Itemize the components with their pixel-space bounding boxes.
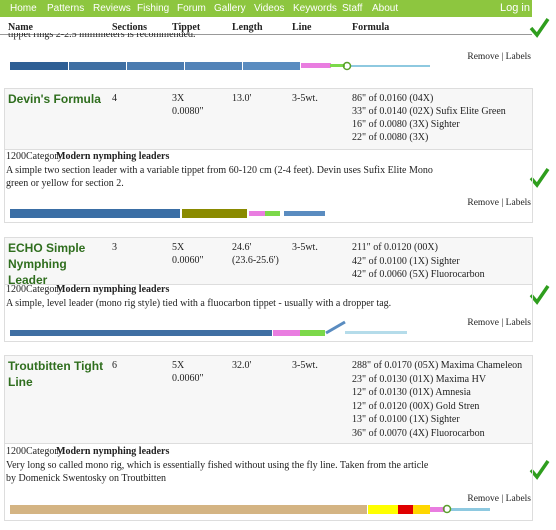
length: 24.6': [232, 242, 252, 253]
tippet: 5X: [172, 242, 185, 253]
leader-segment: [185, 62, 242, 70]
check-icon: [529, 18, 550, 38]
column-header: Tippet: [172, 22, 201, 33]
nav-link[interactable]: Home: [10, 3, 37, 14]
formula-line: 288" of 0.0170 (05X) Maxima Chameleon: [352, 360, 523, 371]
column-header: Sections: [112, 22, 147, 33]
category: Modern nymphing leaders: [56, 151, 170, 162]
description: A simple, level leader (mono rig style) …: [6, 298, 392, 309]
line-weight: 3-5wt.: [292, 360, 318, 371]
leader-segment: [127, 62, 184, 70]
check-icon: [529, 460, 550, 480]
check-icon: [529, 168, 550, 188]
column-header: Formula: [352, 22, 390, 33]
formula-line: 211" of 0.0120 (00X): [352, 242, 438, 253]
description: by Domenick Swentosky on Troutbitten: [6, 473, 167, 484]
tippet: 0.0060": [172, 255, 204, 266]
leader-name[interactable]: ECHO Simple Nymphing Leader: [8, 241, 86, 287]
nav-link[interactable]: Staff: [342, 3, 363, 14]
entry-detail: [4, 443, 533, 521]
partial-text: tippet rings 2-2.5 millimeters is recomm…: [8, 33, 196, 40]
actions[interactable]: Remove | Labels: [467, 52, 531, 62]
formula-line: 12" of 0.0130 (01X) Amnesia: [352, 387, 471, 398]
description: A simple two section leader with a varia…: [6, 165, 433, 176]
category-prefix: 1200Category:: [6, 284, 66, 295]
leader-segment: [330, 64, 345, 67]
leader-segment: [69, 62, 126, 70]
length: (23.6-25.6'): [232, 255, 279, 266]
leader-segment: [243, 62, 300, 70]
tippet: 0.0060": [172, 373, 204, 384]
column-header: Line: [292, 22, 312, 33]
leader-segment: [301, 63, 331, 68]
nav-link[interactable]: Videos: [254, 3, 285, 14]
leader-segment: [10, 62, 68, 70]
leader-ring: [342, 61, 352, 71]
formula-line: 42" of 0.0100 (1X) Sighter: [352, 255, 460, 267]
length: 32.0': [232, 360, 252, 371]
formula-line: 42" of 0.0060 (5X) Fluorocarbon: [352, 269, 485, 280]
actions[interactable]: Remove | Labels: [467, 318, 531, 328]
tippet: 3X: [172, 93, 185, 104]
description: green or yellow for section 2.: [6, 178, 124, 189]
formula-line: 23" of 0.0130 (01X) Maxima HV: [352, 373, 487, 385]
formula-line: 86" of 0.0160 (04X): [352, 93, 434, 104]
category-prefix: 1200Category:: [6, 151, 66, 162]
category-prefix: 1200Category:: [6, 446, 66, 457]
formula-line: 13" of 0.0100 (1X) Sighter: [352, 414, 460, 425]
line-weight: 3-5wt.: [292, 242, 318, 253]
line-weight: 3-5wt.: [292, 93, 318, 104]
nav-link[interactable]: Forum: [177, 3, 206, 14]
leader-name[interactable]: Troutbitten Tight Line: [8, 359, 104, 389]
nav-link[interactable]: Patterns: [47, 3, 85, 14]
sections: 3: [112, 242, 117, 253]
nav-bar: [0, 0, 532, 17]
entry-detail: [4, 149, 533, 223]
check-icon: [529, 285, 550, 305]
sections: 6: [112, 360, 117, 371]
table-header: [0, 17, 532, 35]
actions[interactable]: Remove | Labels: [467, 494, 531, 504]
description: Very long so called mono rig, which is e…: [6, 460, 429, 471]
nav-link[interactable]: About: [372, 3, 399, 14]
entry-row: [4, 355, 533, 444]
category: Modern nymphing leaders: [56, 284, 170, 295]
actions[interactable]: Remove | Labels: [467, 198, 531, 208]
login-link[interactable]: Log in: [500, 2, 530, 14]
formula-line: 22" of 0.0080 (3X): [352, 132, 429, 143]
nav-link[interactable]: Keywords: [293, 3, 337, 14]
column-header: Length: [232, 22, 263, 33]
formula-line: 36" of 0.0070 (4X) Fluorocarbon: [352, 427, 485, 439]
entry-row: [4, 88, 533, 150]
tippet: 0.0080": [172, 106, 204, 117]
tippet: 5X: [172, 360, 185, 371]
formula-line: 16" of 0.0080 (3X) Sighter: [352, 119, 460, 130]
sections: 4: [112, 93, 117, 104]
nav-link[interactable]: Fishing: [137, 3, 170, 14]
entry-detail: [4, 284, 533, 342]
leader-name[interactable]: Devin's Formula: [8, 92, 101, 106]
nav-link[interactable]: Reviews: [93, 3, 131, 14]
formula-line: 12" of 0.0120 (00X) Gold Stren: [352, 400, 480, 412]
formula-line: 33" of 0.0140 (02X) Sufix Elite Green: [352, 106, 506, 117]
column-header: Name: [8, 22, 33, 33]
length: 13.0': [232, 93, 252, 104]
leader-segment: [350, 65, 430, 67]
entry-row: [4, 237, 533, 285]
nav-link[interactable]: Gallery: [214, 3, 246, 14]
category: Modern nymphing leaders: [56, 446, 170, 457]
